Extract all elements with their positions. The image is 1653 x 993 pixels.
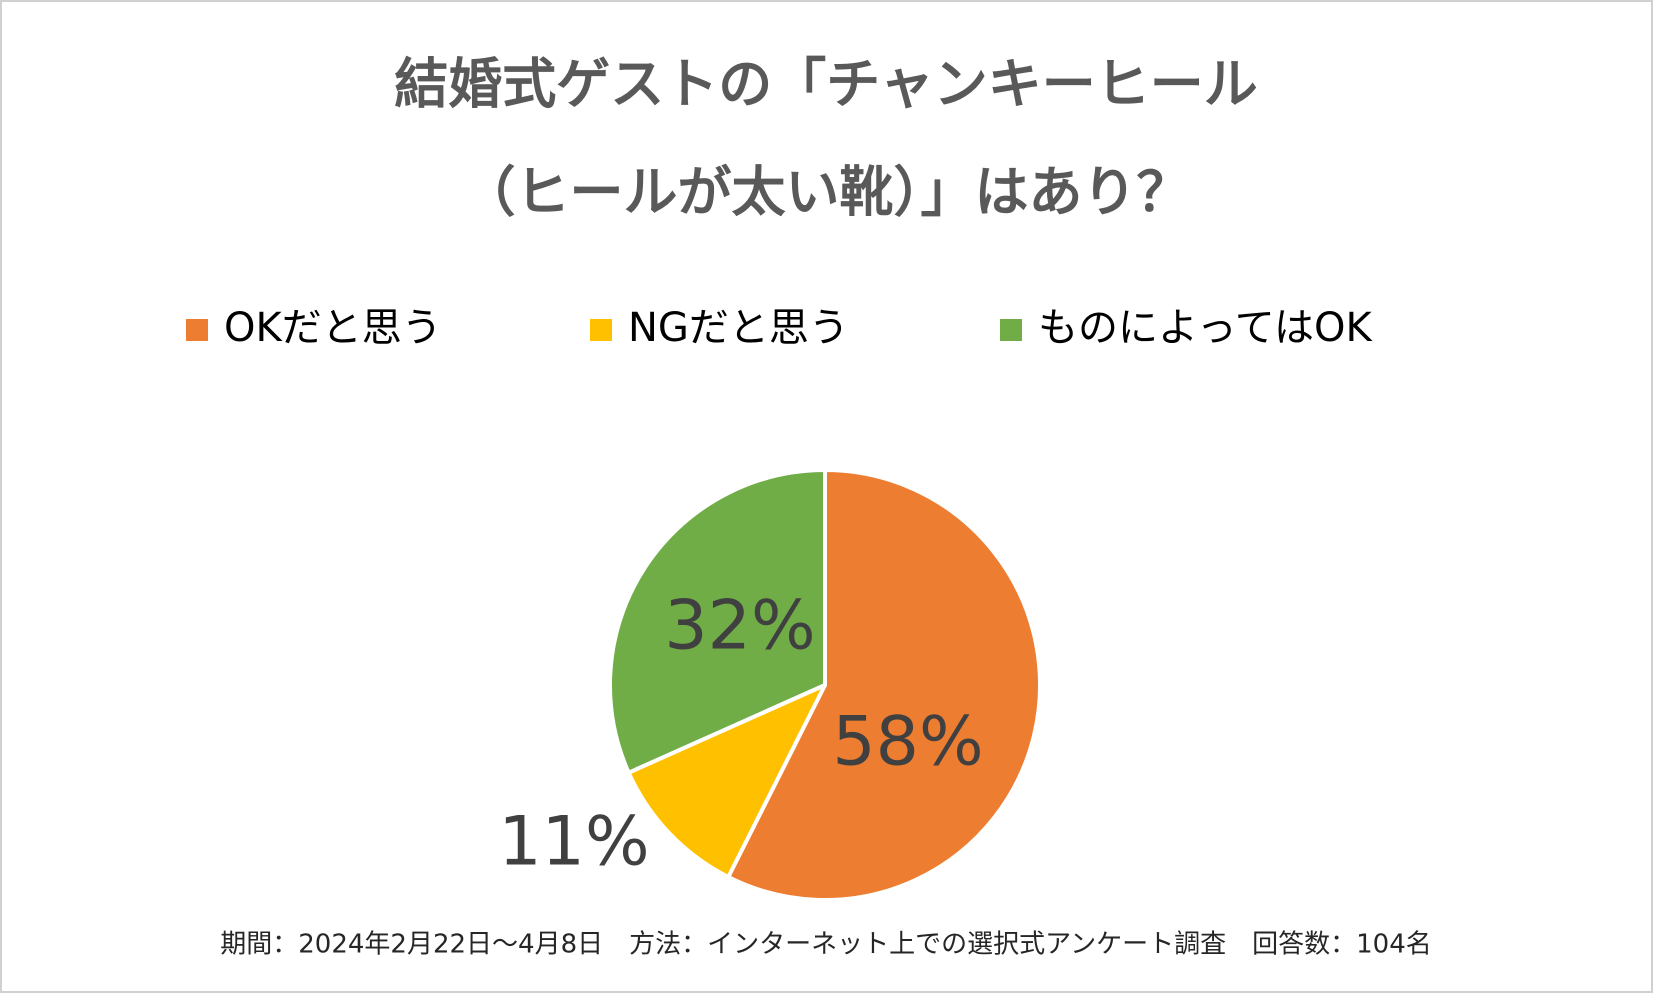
chart-title: （ヒールが太い靴）」はあり？ bbox=[462, 161, 1191, 224]
chart-title: 結婚式ゲストの「チャンキーヒール bbox=[394, 53, 1257, 116]
data-label: 11% bbox=[498, 803, 649, 882]
footnote: 期間：2024年2月22日～4月8日 方法：インターネット上での選択式アンケート… bbox=[220, 930, 1431, 960]
pie-slice bbox=[626, 683, 827, 880]
legend-swatch bbox=[1000, 319, 1022, 341]
legend-swatch bbox=[590, 319, 612, 341]
legend-label: ものによってはOK bbox=[1038, 305, 1373, 351]
legend-label: NGだと思う bbox=[628, 305, 849, 351]
pie-slice bbox=[608, 468, 827, 775]
data-label: 32% bbox=[664, 587, 815, 666]
legend-label: OKだと思う bbox=[224, 305, 442, 351]
legend-swatch bbox=[186, 319, 208, 341]
data-label: 58% bbox=[832, 703, 983, 782]
pie-slice bbox=[726, 468, 1042, 902]
